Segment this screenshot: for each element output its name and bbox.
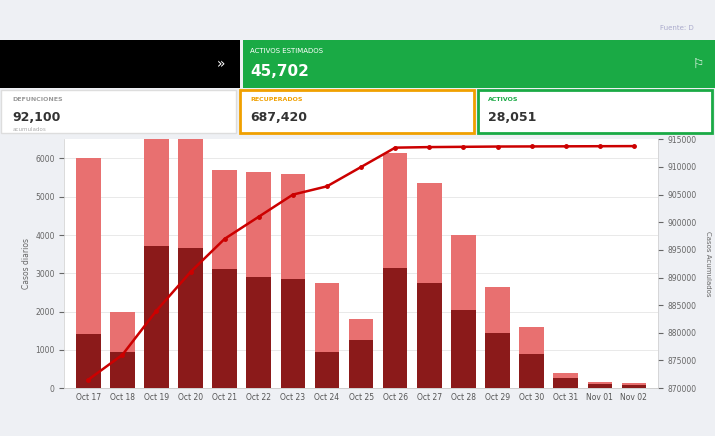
Bar	[247, 172, 271, 277]
Text: 687,420: 687,420	[250, 111, 307, 124]
Bar	[588, 384, 612, 388]
Bar	[478, 90, 712, 133]
Bar	[240, 90, 474, 133]
Bar	[588, 382, 612, 384]
Text: RECUPERADOS: RECUPERADOS	[250, 97, 302, 102]
Text: acumulados: acumulados	[12, 127, 46, 132]
Bar	[383, 153, 408, 268]
Bar	[280, 279, 305, 388]
Text: Fuente: D: Fuente: D	[660, 25, 694, 31]
Y-axis label: Casos diarios: Casos diarios	[22, 238, 31, 289]
Bar	[76, 159, 101, 334]
Bar	[451, 310, 475, 388]
Bar	[519, 354, 544, 388]
Text: »: »	[217, 57, 225, 71]
Bar	[315, 352, 339, 388]
Bar	[621, 385, 646, 388]
Bar	[178, 140, 203, 249]
Bar	[0, 40, 240, 88]
Bar	[553, 378, 578, 388]
Text: ACTIVOS ESTIMADOS: ACTIVOS ESTIMADOS	[250, 48, 323, 54]
Text: ACTIVOS: ACTIVOS	[488, 97, 519, 102]
Text: ⚐: ⚐	[693, 58, 704, 71]
Bar	[519, 327, 544, 354]
Bar	[110, 352, 134, 388]
Bar	[243, 40, 715, 88]
Bar	[349, 319, 373, 340]
Text: 92,100: 92,100	[12, 111, 61, 124]
Bar	[621, 383, 646, 385]
Bar	[451, 235, 475, 310]
Bar	[485, 286, 510, 333]
Bar	[280, 174, 305, 279]
Text: 28,051: 28,051	[488, 111, 537, 124]
Text: DEFUNCIONES: DEFUNCIONES	[12, 97, 63, 102]
Text: 45,702: 45,702	[250, 64, 309, 79]
Bar	[315, 283, 339, 352]
Bar	[383, 268, 408, 388]
Bar	[212, 269, 237, 388]
Bar	[212, 170, 237, 269]
Bar	[1, 90, 236, 133]
Bar	[144, 140, 169, 246]
Bar	[485, 333, 510, 388]
Bar	[349, 340, 373, 388]
Bar	[110, 312, 134, 352]
Bar	[417, 184, 442, 283]
Bar	[417, 283, 442, 388]
Bar	[76, 334, 101, 388]
Bar	[178, 249, 203, 388]
Bar	[553, 373, 578, 378]
Bar	[247, 277, 271, 388]
Y-axis label: Casos Acumulados: Casos Acumulados	[705, 231, 711, 296]
Bar	[144, 246, 169, 388]
